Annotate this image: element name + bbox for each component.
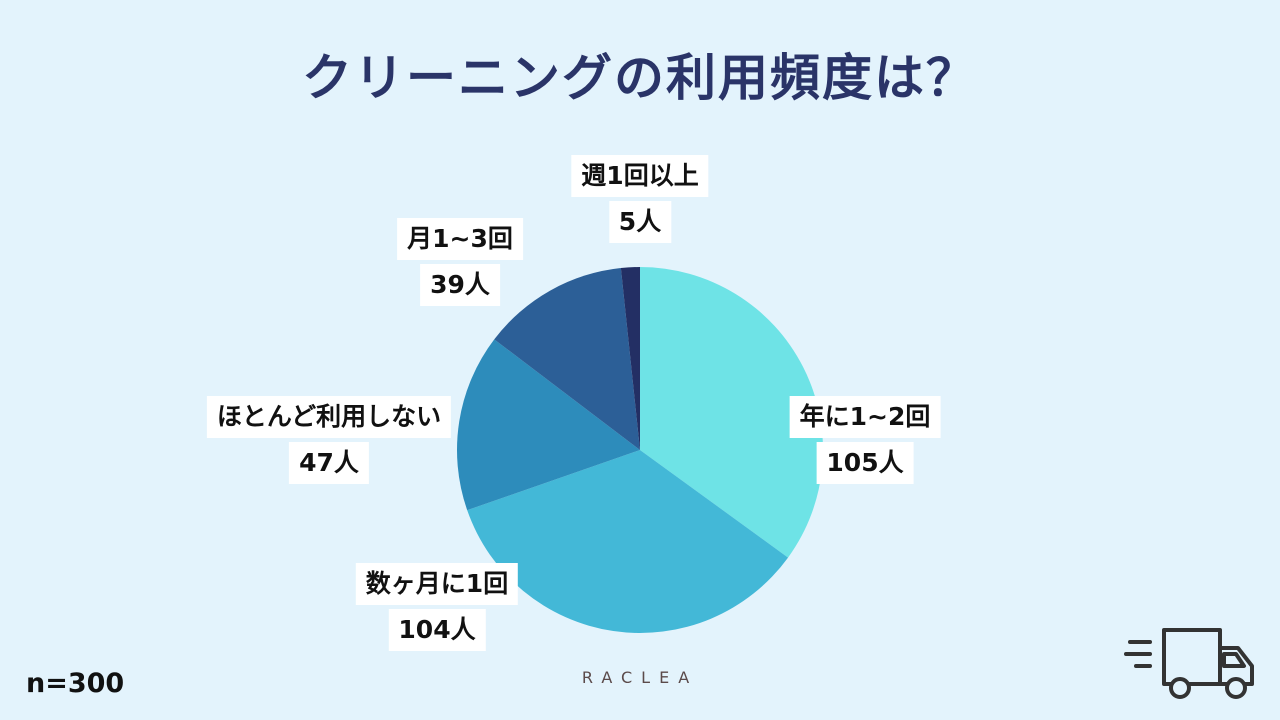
slice-label-4: 月1~3回 39人 [397, 218, 523, 310]
pie-slice-4 [494, 268, 640, 450]
slice-label-1: 年に1~2回 105人 [789, 396, 941, 488]
delivery-truck-icon [1124, 628, 1254, 699]
pie-slice-3 [457, 339, 640, 511]
pie-slice-2 [467, 450, 789, 633]
sample-size-label: n=300 [26, 668, 125, 699]
slice-label-2: 数ヶ月に1回 104人 [355, 563, 519, 655]
slice-label-5: 週1回以上 5人 [571, 155, 709, 247]
slice-name: ほとんど利用しない [206, 396, 452, 438]
slice-name: 数ヶ月に1回 [355, 563, 519, 605]
slice-label-3: ほとんど利用しない 47人 [206, 396, 452, 488]
slice-value: 47人 [289, 442, 369, 484]
slice-name: 年に1~2回 [789, 396, 941, 438]
chart-title: クリーニングの利用頻度は？ [302, 49, 978, 107]
slice-value: 39人 [420, 264, 500, 306]
pie-slice-5 [620, 267, 640, 450]
slice-name: 月1~3回 [397, 218, 523, 260]
pie-slice-1 [640, 267, 823, 558]
brand-logo-text: RACLEA [581, 668, 699, 687]
slice-name: 週1回以上 [571, 155, 709, 197]
slice-value: 105人 [816, 442, 914, 484]
slice-value: 5人 [608, 201, 672, 243]
slice-value: 104人 [388, 609, 486, 651]
